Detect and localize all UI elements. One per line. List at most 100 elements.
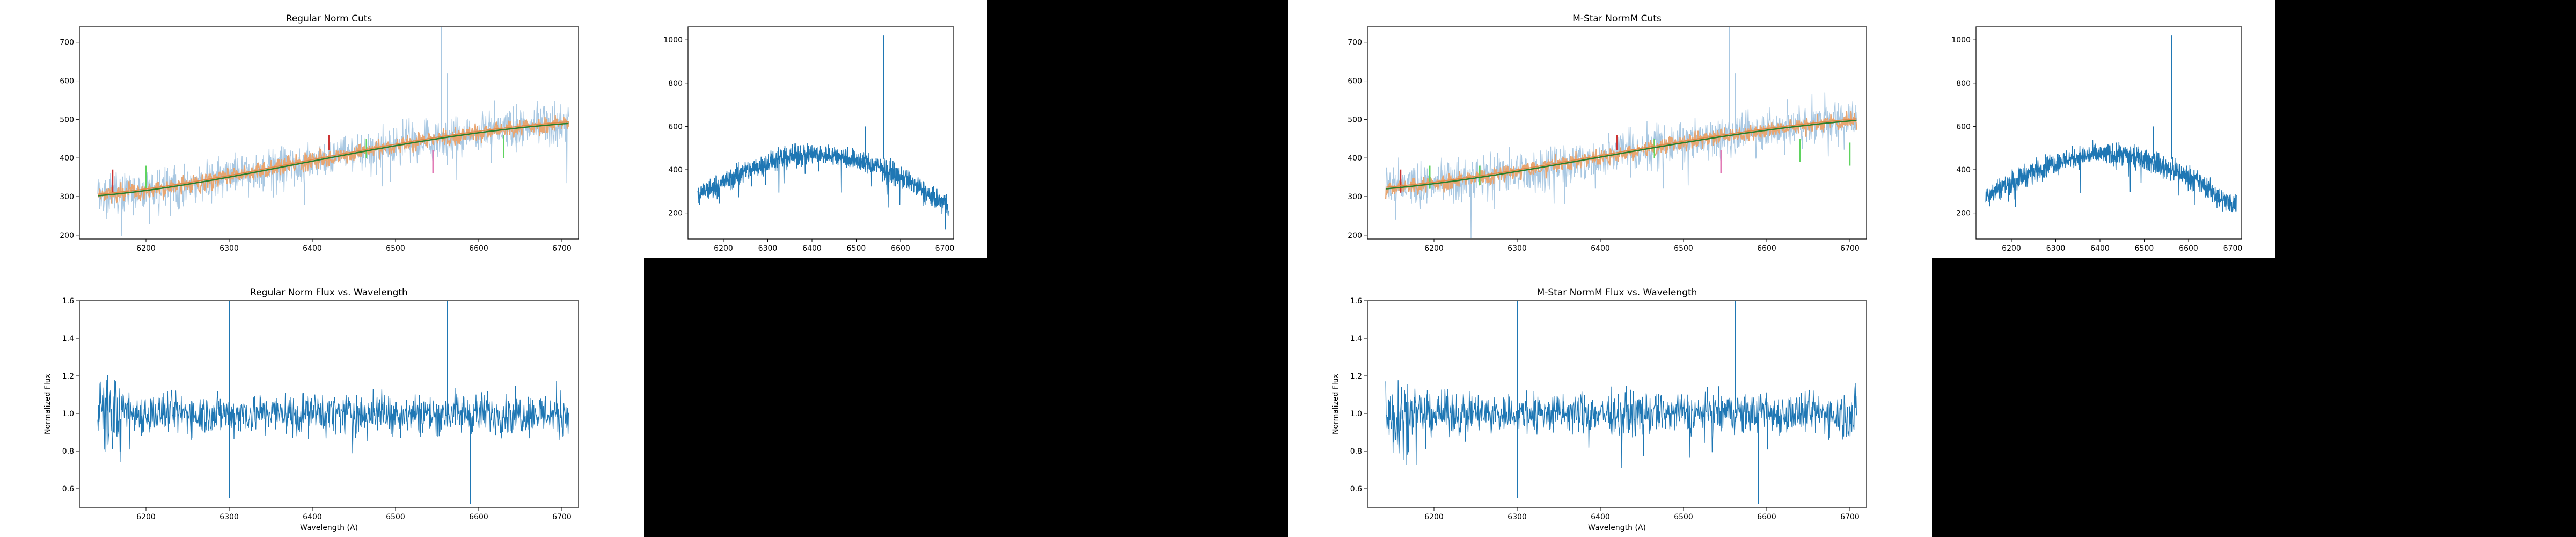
y-tick-label: 700	[60, 39, 74, 47]
y-tick-label: 300	[1348, 193, 1362, 201]
x-tick-label: 6400	[1591, 513, 1610, 521]
y-tick-label: 600	[1348, 77, 1362, 86]
x-tick-label: 6200	[136, 244, 156, 253]
regular-cuts-chart: 6200 6300 6400 6500 6600 6700 200 300 400 500 600 7…	[60, 13, 579, 253]
regular-cuts-plot-area	[97, 27, 569, 236]
x-tick-label: 6600	[469, 244, 488, 253]
normflux-line	[1385, 380, 1857, 468]
mstar-flux-chart: 6200 6300 6400 6500 6600 6700 200 400 600 800 1000	[1951, 26, 2243, 253]
x-tick-label: 6700	[2223, 244, 2243, 253]
mstar-normflux-plot-area	[1385, 301, 1857, 504]
x-tick-label: 6500	[386, 513, 405, 521]
y-tick-label: 0.6	[1350, 485, 1362, 494]
x-tick-label: 6600	[2179, 244, 2198, 253]
x-tick-label: 6300	[1507, 513, 1527, 521]
y-tick-label: 0.8	[1350, 447, 1362, 456]
x-tick-label: 6600	[469, 513, 488, 521]
x-tick-label: 6200	[1424, 244, 1444, 253]
x-tick-label: 6300	[758, 244, 778, 253]
y-tick-label: 200	[668, 209, 683, 218]
regular-normflux-plot-area	[97, 301, 569, 504]
x-tick-label: 6700	[935, 244, 955, 253]
y-tick-label: 800	[1956, 79, 1971, 88]
x-tick-label: 6500	[2135, 244, 2154, 253]
x-tick-label: 6700	[552, 513, 572, 521]
x-tick-label: 6300	[2046, 244, 2066, 253]
y-tick-label: 1000	[663, 36, 683, 45]
mstar-normflux-chart: 6200 6300 6400 6500 6600 6700 0.6 0.8 1.0 1.2 1.4 1…	[1331, 287, 1867, 532]
chart-title: Regular Norm Flux vs. Wavelength	[250, 287, 408, 298]
x-tick-label: 6700	[1840, 244, 1860, 253]
y-tick-label: 400	[668, 166, 683, 175]
y-tick-label: 1.2	[1350, 372, 1362, 381]
y-tick-label: 600	[60, 77, 74, 86]
y-tick-label: 1.6	[1350, 297, 1362, 306]
x-axis-label: Wavelength (A)	[1588, 524, 1646, 532]
x-tick-label: 6300	[219, 513, 239, 521]
x-tick-label: 6400	[2090, 244, 2110, 253]
y-tick-label: 1.4	[62, 335, 74, 343]
y-axis-label: Normalized Flux	[43, 374, 52, 434]
x-tick-label: 6600	[1757, 244, 1776, 253]
x-tick-label: 6300	[1507, 244, 1527, 253]
x-tick-label: 6500	[1674, 513, 1693, 521]
mstar-flux-plot-area	[1985, 35, 2237, 213]
y-tick-label: 1.0	[1350, 410, 1362, 418]
figure-panel-right-bottom	[1288, 258, 1932, 537]
y-tick-label: 0.8	[62, 447, 74, 456]
x-axis-label: Wavelength (A)	[300, 524, 358, 532]
y-tick-label: 700	[1348, 39, 1362, 47]
x-tick-label: 6500	[847, 244, 866, 253]
x-tick-label: 6600	[891, 244, 910, 253]
y-tick-label: 1.4	[1350, 335, 1362, 343]
normflux-line	[97, 375, 569, 462]
regular-normflux-chart: 6200 6300 6400 6500 6600 6700 0.6 0.8 1.0 1.2 1.4 1…	[43, 287, 579, 532]
x-tick-label: 6600	[1757, 513, 1776, 521]
x-tick-label: 6700	[552, 244, 572, 253]
x-tick-label: 6400	[303, 244, 322, 253]
y-tick-label: 300	[60, 193, 74, 201]
y-tick-label: 1.6	[62, 297, 74, 306]
chart-title: M-Star NormM Flux vs. Wavelength	[1537, 287, 1697, 298]
chart-title: M-Star NormM Cuts	[1572, 13, 1662, 24]
regular-cuts-axes-frame	[79, 26, 579, 240]
x-tick-label: 6700	[1840, 513, 1860, 521]
fit-line-orange	[98, 121, 569, 195]
x-tick-label: 6200	[714, 244, 733, 253]
x-tick-label: 6400	[303, 513, 322, 521]
y-tick-label: 400	[1956, 166, 1971, 175]
flux-line	[697, 143, 949, 230]
x-tick-label: 6200	[2002, 244, 2021, 253]
y-tick-label: 800	[668, 79, 683, 88]
regular-flux-axes-frame	[687, 26, 954, 240]
y-tick-label: 200	[1956, 209, 1971, 218]
y-tick-label: 600	[668, 122, 683, 131]
y-axis-label: Normalized Flux	[1331, 374, 1340, 434]
y-tick-label: 400	[1348, 154, 1362, 163]
fit-line-green	[1385, 119, 1857, 190]
x-tick-label: 6500	[1674, 244, 1693, 253]
chart-title: Regular Norm Cuts	[286, 13, 372, 24]
x-tick-label: 6500	[386, 244, 405, 253]
mstar-cuts-plot-area	[1385, 27, 1857, 238]
y-tick-label: 500	[60, 115, 74, 124]
y-tick-label: 1.0	[62, 410, 74, 418]
mstar-cuts-chart: 6200 6300 6400 6500 6600 6700 200 300 400 500 600 7…	[1348, 13, 1867, 253]
mstar-cuts-axes-frame	[1367, 26, 1867, 240]
y-tick-label: 0.6	[62, 485, 74, 494]
flux-line	[1985, 140, 2237, 213]
cut-flux-line	[97, 115, 569, 204]
y-tick-label: 400	[60, 154, 74, 163]
fit-line-green	[98, 122, 569, 197]
y-tick-label: 500	[1348, 115, 1362, 124]
x-tick-label: 6200	[1424, 513, 1444, 521]
regular-flux-chart: 6200 6300 6400 6500 6600 6700 200 400 600 800 1000	[663, 26, 955, 253]
x-tick-label: 6400	[1591, 244, 1610, 253]
x-tick-label: 6200	[136, 513, 156, 521]
y-tick-label: 200	[60, 231, 74, 240]
y-tick-label: 1.2	[62, 372, 74, 381]
regular-normflux-axes-frame	[79, 300, 579, 508]
y-tick-label: 200	[1348, 231, 1362, 240]
fit-line-orange	[1386, 118, 1857, 188]
